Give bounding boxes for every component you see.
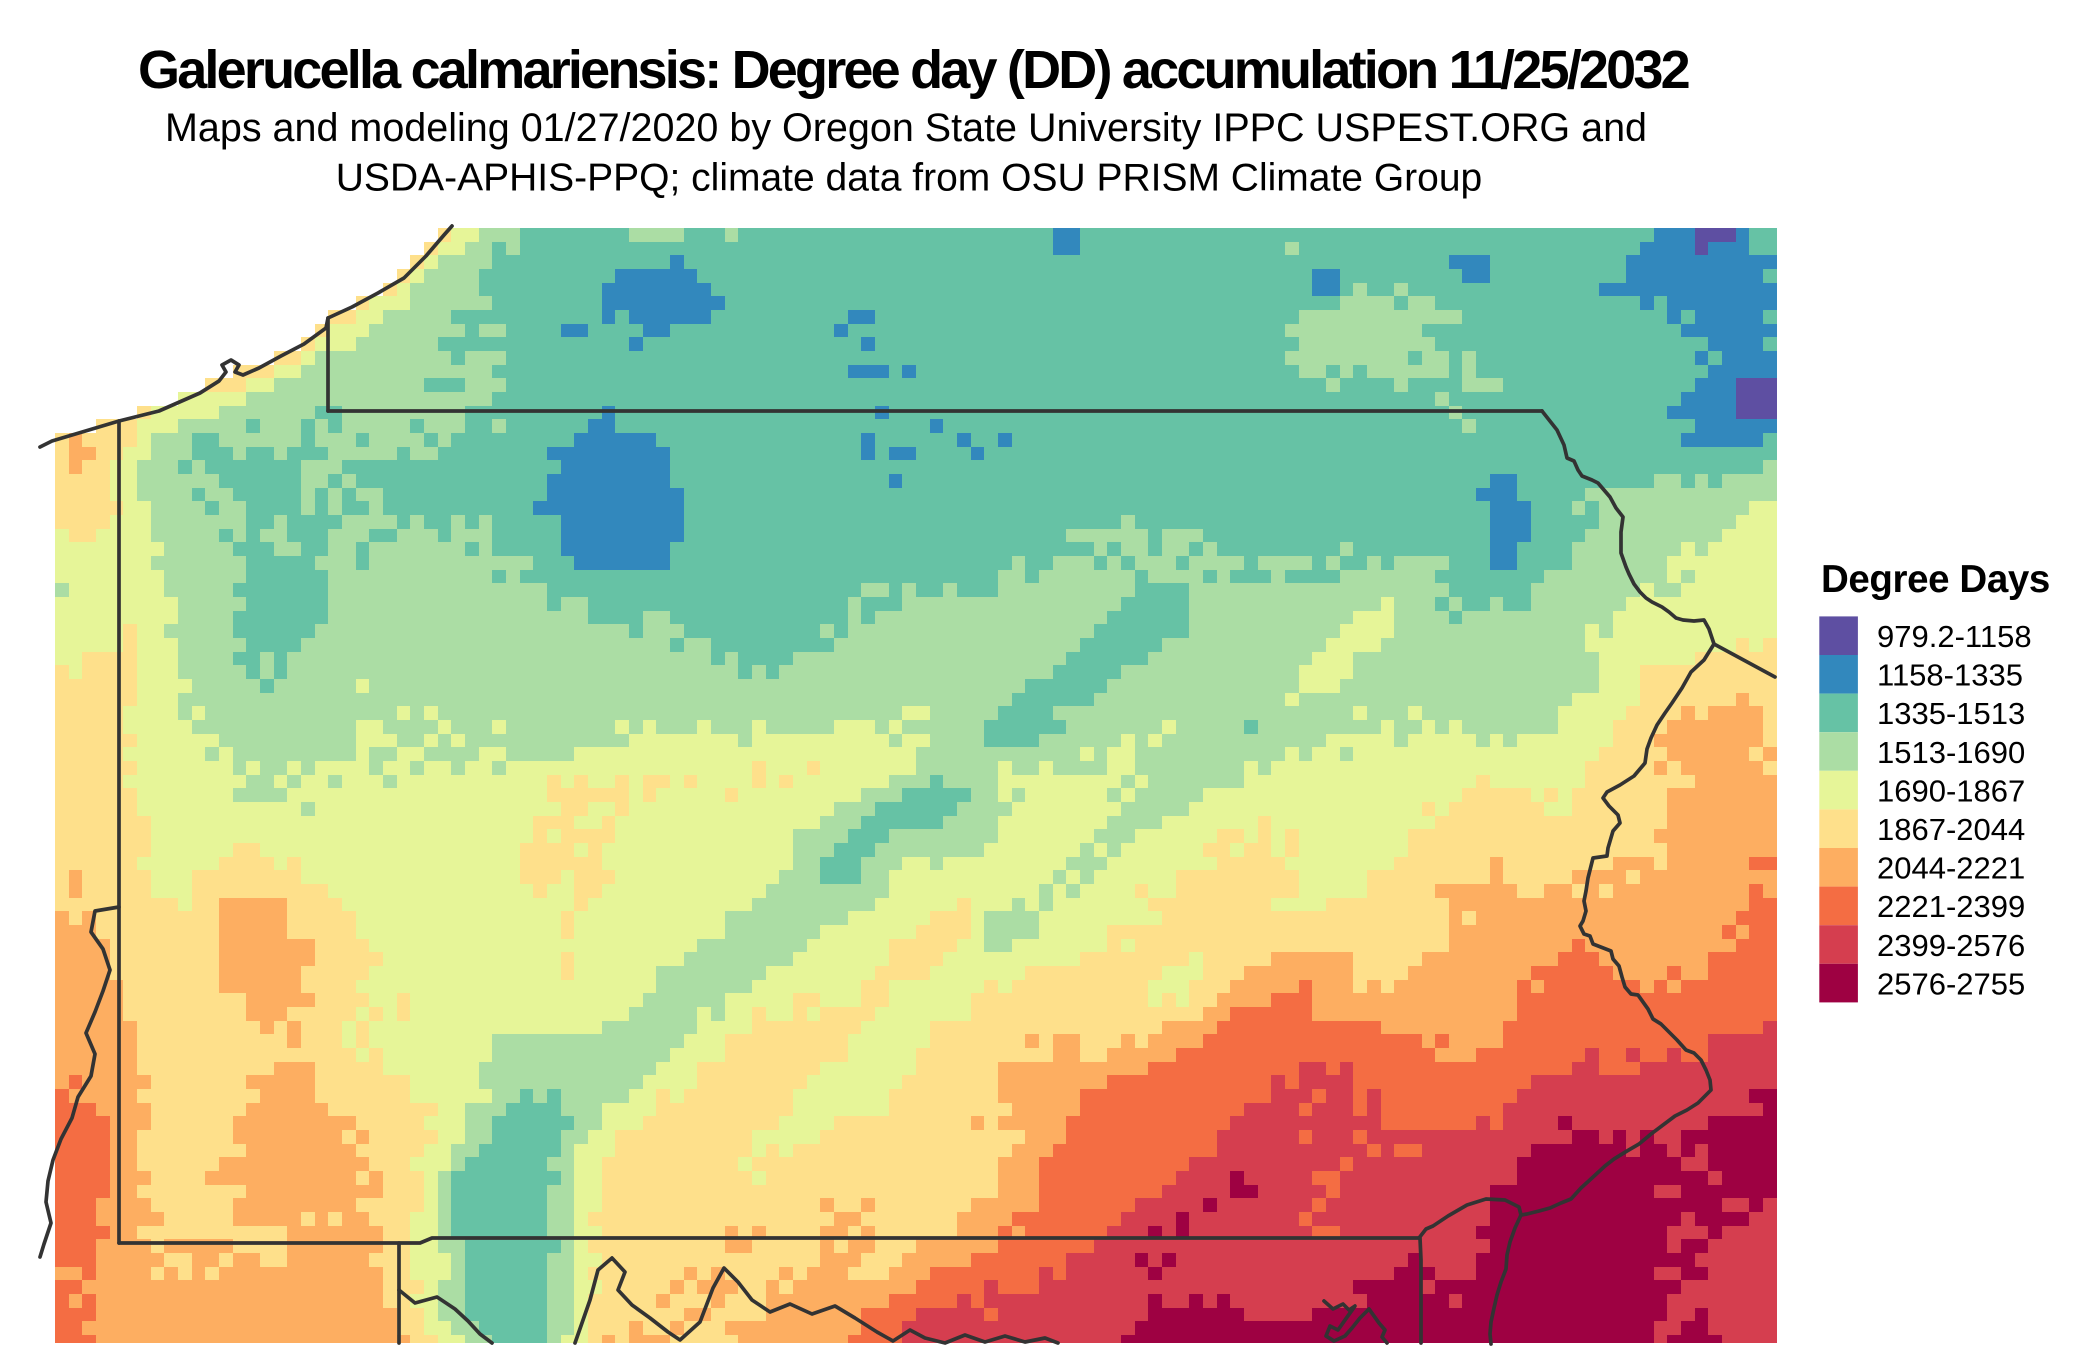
svg-text:Maps and modeling 01/27/2020 b: Maps and modeling 01/27/2020 by Oregon S… — [165, 106, 1647, 150]
svg-text:2221-2399: 2221-2399 — [1877, 889, 2025, 924]
svg-text:2044-2221: 2044-2221 — [1877, 851, 2025, 886]
svg-text:2576-2755: 2576-2755 — [1877, 966, 2025, 1001]
svg-text:979.2-1158: 979.2-1158 — [1877, 619, 2032, 654]
svg-text:USDA-APHIS-PPQ; climate data f: USDA-APHIS-PPQ; climate data from OSU PR… — [336, 157, 1482, 200]
svg-text:1158-1335: 1158-1335 — [1877, 658, 2023, 693]
svg-text:2399-2576: 2399-2576 — [1877, 928, 2025, 963]
svg-text:1513-1690: 1513-1690 — [1877, 735, 2025, 770]
svg-text:1335-1513: 1335-1513 — [1877, 696, 2025, 731]
svg-text:Degree Days: Degree Days — [1821, 558, 2050, 601]
svg-text:1867-2044: 1867-2044 — [1877, 812, 2025, 847]
svg-text:1690-1867: 1690-1867 — [1877, 773, 2025, 808]
svg-text:Galerucella calmariensis: Degr: Galerucella calmariensis: Degree day (DD… — [138, 40, 1689, 100]
